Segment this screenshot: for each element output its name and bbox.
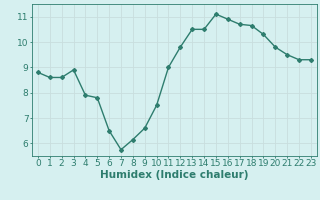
X-axis label: Humidex (Indice chaleur): Humidex (Indice chaleur) bbox=[100, 170, 249, 180]
